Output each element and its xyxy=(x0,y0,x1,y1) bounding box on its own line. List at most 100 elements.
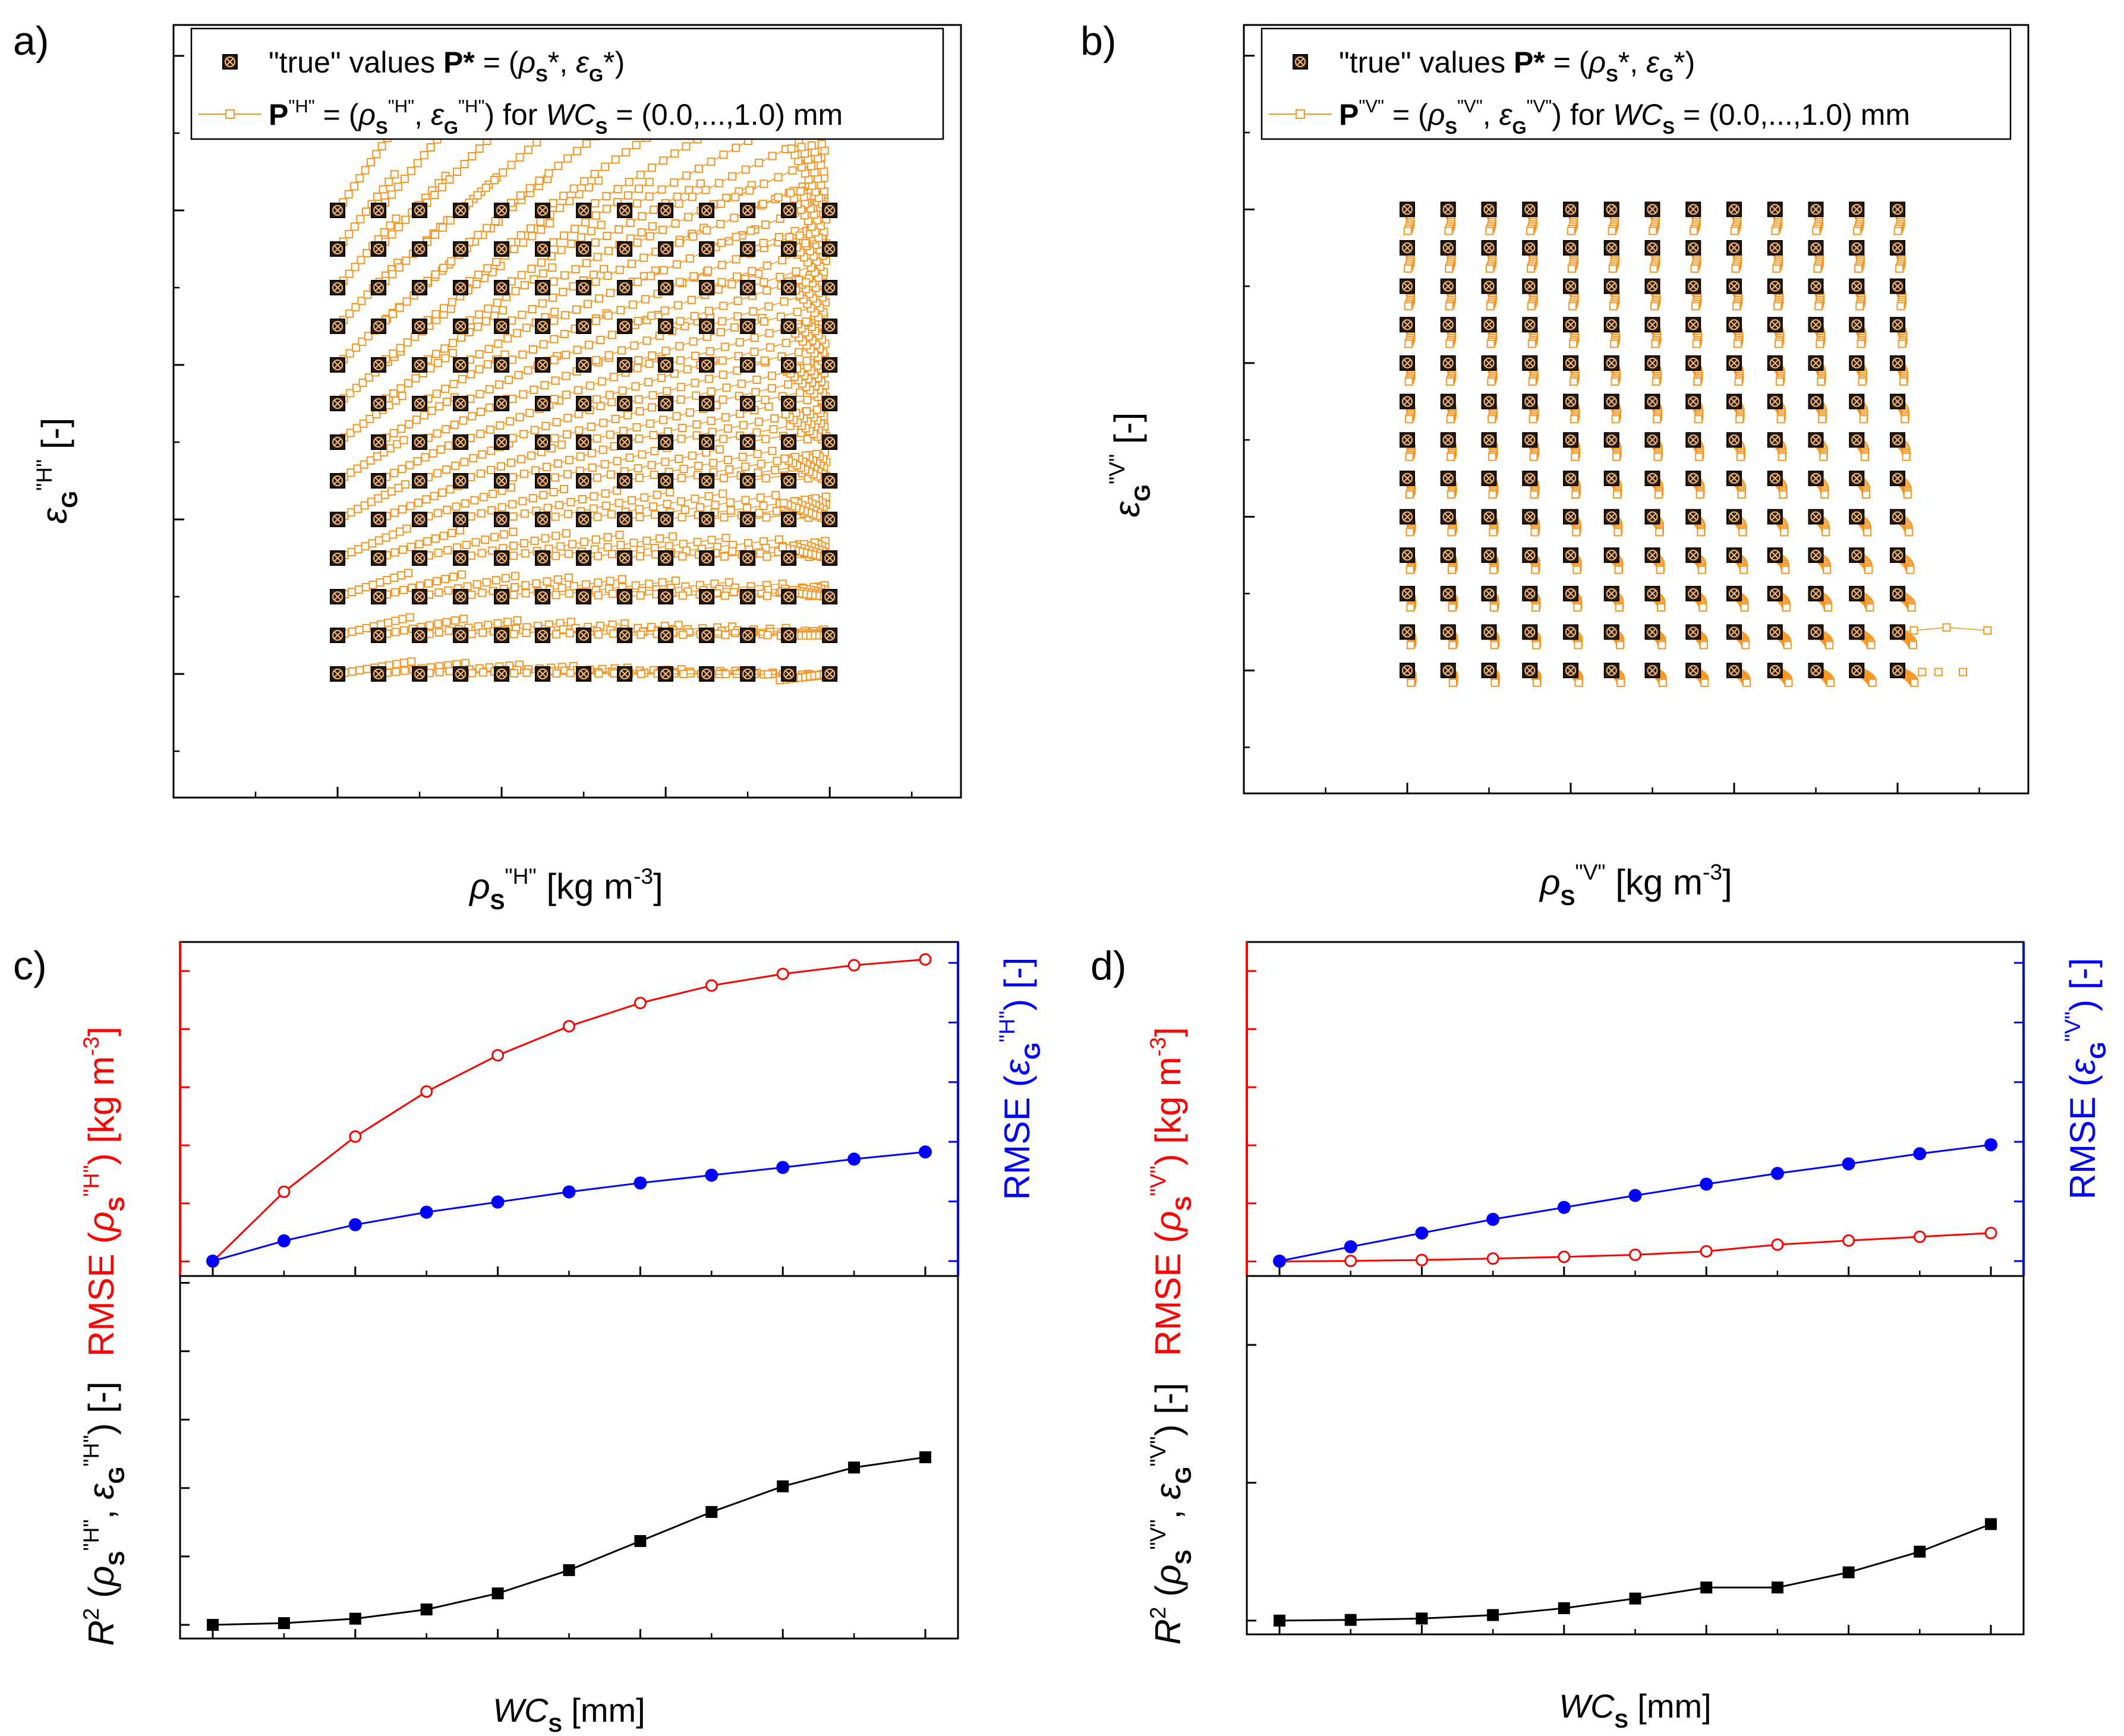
true-value-marker xyxy=(1685,393,1701,409)
true-value-marker xyxy=(822,473,838,489)
estimate-marker xyxy=(509,630,518,639)
estimate-marker xyxy=(530,385,538,394)
estimate-marker xyxy=(645,419,654,428)
estimate-marker xyxy=(1405,415,1414,424)
estimate-marker xyxy=(793,307,802,316)
estimate-marker xyxy=(584,183,593,192)
true-value-marker xyxy=(412,241,428,257)
estimate-marker xyxy=(760,278,768,286)
estimate-marker xyxy=(1572,528,1581,537)
estimate-marker xyxy=(479,493,488,502)
estimate-marker xyxy=(441,385,450,393)
rmse-rho-series xyxy=(206,953,932,1268)
estimate-marker xyxy=(538,299,547,308)
estimate-marker xyxy=(615,531,624,539)
true-value-marker xyxy=(617,666,633,682)
estimate-marker xyxy=(555,500,564,509)
estimate-marker xyxy=(549,199,557,207)
estimate-marker xyxy=(663,500,672,508)
true-value-marker xyxy=(1890,278,1905,294)
estimate-marker xyxy=(519,539,528,548)
estimate-marker xyxy=(468,152,477,160)
estimate-marker xyxy=(411,374,420,383)
estimate-marker xyxy=(528,345,537,354)
estimate-marker xyxy=(685,408,694,417)
estimate-marker xyxy=(1407,678,1416,687)
estimate-marker xyxy=(682,142,691,151)
true-value-marker xyxy=(1808,547,1824,563)
estimate-marker xyxy=(688,451,697,460)
true-value-marker xyxy=(781,357,797,373)
estimate-marker xyxy=(520,470,529,478)
estimate-marker xyxy=(709,458,718,467)
estimate-marker xyxy=(596,402,605,411)
true-value-marker xyxy=(535,434,551,450)
true-value-marker xyxy=(1808,240,1824,256)
estimate-marker xyxy=(606,576,614,585)
estimate-marker xyxy=(1448,641,1457,650)
true-value-marker xyxy=(699,589,715,604)
estimate-marker xyxy=(563,414,572,423)
estimate-marker xyxy=(350,222,359,231)
estimate-marker xyxy=(503,617,512,626)
estimate-marker xyxy=(1405,452,1414,461)
estimate-marker xyxy=(1693,377,1702,386)
x-axis-title: ρS"H" [kg m-3] xyxy=(468,864,663,914)
estimate-marker xyxy=(1918,667,1927,676)
estimate-marker xyxy=(677,513,686,522)
estimate-marker xyxy=(581,218,590,226)
true-value-marker xyxy=(494,434,510,450)
estimate-marker xyxy=(1692,339,1701,348)
estimate-marker xyxy=(1447,452,1455,461)
estimate-marker xyxy=(730,323,739,332)
true-value-marker xyxy=(1726,393,1742,409)
estimate-marker xyxy=(391,588,400,597)
estimate-marker xyxy=(1652,377,1660,386)
estimate-marker xyxy=(714,285,723,294)
true-value-marker xyxy=(1644,663,1660,679)
true-value-marker xyxy=(1767,201,1783,218)
true-value-marker xyxy=(1481,547,1497,563)
true-value-marker xyxy=(658,357,674,373)
true-value-marker xyxy=(494,357,510,373)
estimate-marker xyxy=(397,424,406,433)
y-axis xyxy=(1244,55,1255,795)
true-value-marker xyxy=(781,241,797,257)
estimate-marker xyxy=(562,390,571,399)
estimate-marker xyxy=(1530,528,1539,537)
estimate-marker xyxy=(591,199,600,208)
estimate-marker xyxy=(559,191,568,200)
estimate-marker xyxy=(352,383,361,392)
estimate-marker xyxy=(462,540,471,549)
estimate-marker xyxy=(556,542,565,551)
estimate-marker xyxy=(397,571,406,580)
estimate-marker xyxy=(781,339,790,348)
estimate-marker xyxy=(1657,641,1666,650)
estimate-marker xyxy=(732,232,740,241)
estimate-marker xyxy=(582,259,591,267)
estimate-marker xyxy=(1697,528,1706,537)
estimate-marker xyxy=(604,311,613,320)
estimate-marker xyxy=(483,264,492,273)
estimate-marker xyxy=(354,585,363,594)
estimate-marker xyxy=(482,578,491,587)
estimate-marker xyxy=(510,572,519,581)
estimate-marker xyxy=(349,182,358,191)
data-point xyxy=(277,1234,291,1247)
true-value-marker xyxy=(740,550,756,566)
estimate-marker xyxy=(692,391,701,400)
data-point xyxy=(1700,1244,1713,1258)
data-point xyxy=(1984,1138,1997,1152)
estimate-marker xyxy=(1406,565,1414,574)
estimate-marker xyxy=(755,158,764,167)
true-value-marker xyxy=(1726,317,1742,333)
estimate-marker xyxy=(1813,264,1822,273)
left-axis xyxy=(180,970,190,1263)
true-value-marker xyxy=(1522,317,1538,333)
estimate-marker xyxy=(1486,339,1495,348)
estimate-marker xyxy=(532,579,541,588)
true-value-marker xyxy=(1685,624,1701,640)
true-value-marker xyxy=(1603,317,1619,333)
estimate-marker xyxy=(601,162,610,171)
estimate-marker xyxy=(358,338,367,346)
